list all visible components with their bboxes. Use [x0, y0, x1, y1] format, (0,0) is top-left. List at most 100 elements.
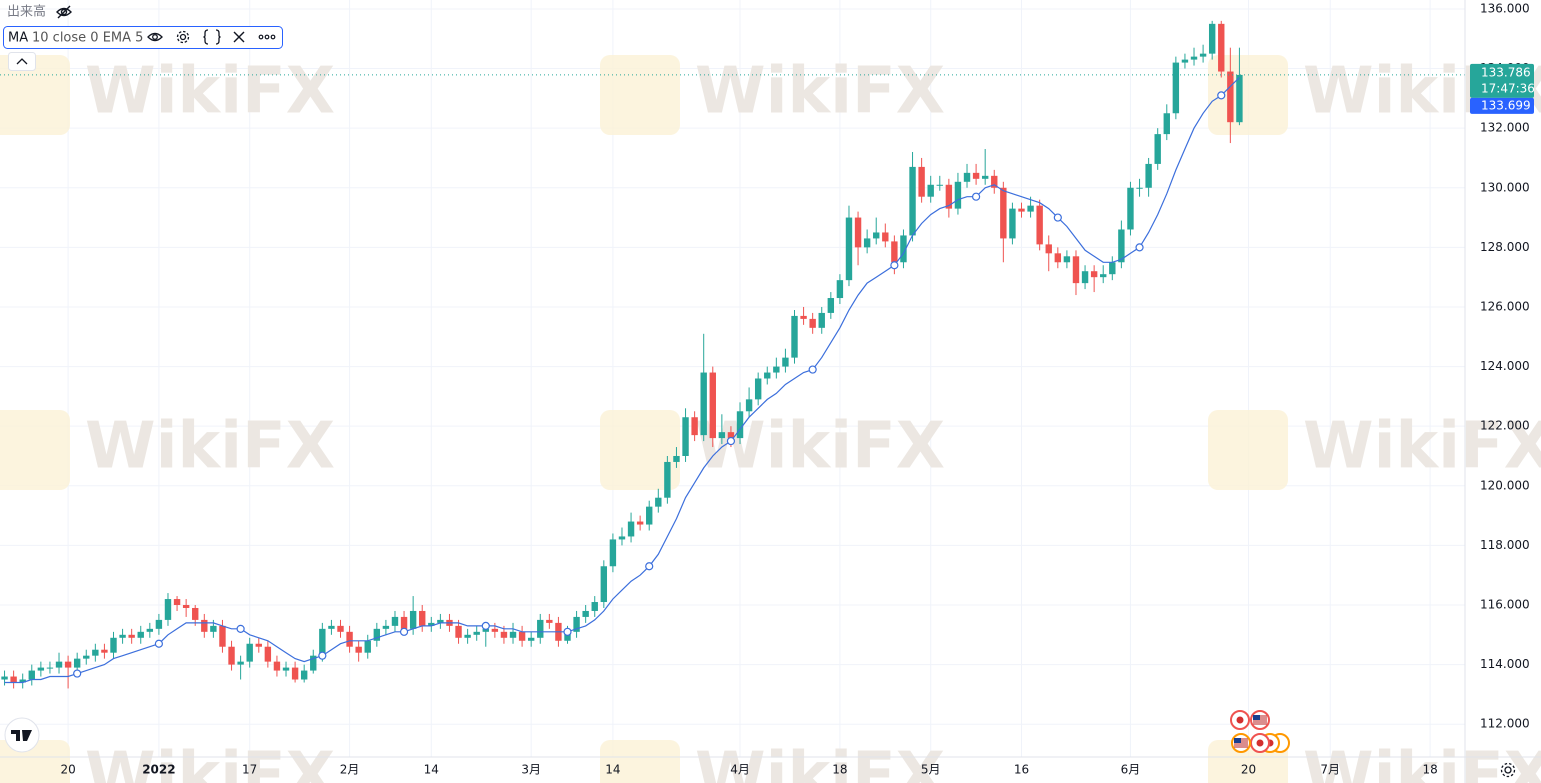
candle-body	[836, 280, 844, 299]
candle-body	[991, 175, 998, 188]
watermark: WikiFX	[85, 55, 335, 129]
candle-body	[745, 399, 753, 412]
candle-body	[419, 610, 426, 626]
ema-last-label: 133.699	[1481, 98, 1531, 112]
candle-body	[900, 235, 907, 263]
indicator-legend-box[interactable]	[3, 26, 283, 49]
axes: 112.000 114.000 116.000 118.000 120.000 122.0…	[60, 1, 1534, 776]
more-icon[interactable]	[258, 34, 276, 40]
candle-body	[891, 241, 898, 263]
candle-body	[291, 667, 299, 680]
candle-body	[1218, 23, 1225, 72]
candle-body	[1027, 205, 1034, 212]
candle-body	[873, 232, 880, 239]
ema-marker	[236, 624, 245, 633]
candle-body	[1190, 56, 1198, 60]
y-tick-label: 132.000	[1480, 121, 1530, 135]
candle-body	[455, 625, 462, 638]
candle-body	[673, 455, 680, 462]
candle-body	[282, 667, 290, 671]
candle-body	[83, 655, 90, 659]
ema-marker	[1053, 213, 1062, 222]
candle-body	[1118, 229, 1125, 263]
candle-body	[1009, 208, 1016, 239]
candle-body	[237, 661, 244, 665]
candle-body	[691, 417, 698, 436]
candle-body	[1072, 256, 1080, 284]
candle-body	[1208, 23, 1216, 54]
time-settings-icon[interactable]	[1500, 762, 1516, 778]
x-tick-label: 5月	[921, 763, 941, 777]
last-price-box	[1470, 63, 1534, 98]
ema-marker	[399, 627, 409, 636]
candle-body	[791, 315, 798, 358]
remove-icon[interactable]	[233, 31, 245, 43]
candle-body	[936, 184, 943, 186]
x-tick-label: 16	[1014, 763, 1029, 777]
candle-body	[273, 661, 281, 671]
candle-body	[700, 372, 707, 436]
candle-body	[627, 521, 635, 537]
candle-body	[1181, 59, 1189, 63]
candle-body	[1172, 62, 1180, 114]
eye-icon[interactable]	[147, 32, 163, 42]
ema-marker	[971, 192, 981, 201]
collapse-button[interactable]	[8, 52, 36, 71]
settings-icon[interactable]	[176, 30, 190, 44]
candle-body	[1227, 71, 1234, 123]
candle-body	[1199, 53, 1207, 57]
x-tick-label: 18	[832, 763, 847, 777]
hide-icon[interactable]	[56, 5, 72, 19]
ema-last-box	[1470, 97, 1534, 114]
candle-body	[137, 631, 144, 638]
candle-body	[1090, 271, 1098, 278]
ema-marker	[1135, 243, 1144, 252]
watermark-logo	[600, 410, 680, 490]
candle-body	[64, 661, 72, 668]
watermark: WikiFX	[1303, 740, 1541, 783]
x-tick-label: 14	[424, 763, 439, 777]
watermark-logo	[1208, 410, 1288, 490]
logo-badge[interactable]	[4, 717, 40, 753]
candle-body	[527, 637, 535, 641]
candle-body	[364, 640, 371, 653]
watermark-logo	[600, 55, 680, 135]
event-flags[interactable]	[1230, 710, 1290, 753]
x-tick-label: 2月	[340, 763, 360, 777]
x-tick-label: 3月	[521, 763, 541, 777]
collapse-icon	[16, 58, 28, 65]
x-tick-label: 4月	[730, 763, 750, 777]
watermark: WikiFX	[85, 740, 335, 783]
candle-body	[909, 166, 916, 236]
candle-body	[101, 649, 108, 653]
candle-body	[28, 670, 35, 680]
x-tick-label: 2022	[142, 763, 175, 777]
candle-body	[509, 631, 517, 638]
candle-body	[782, 357, 789, 367]
ema-marker	[808, 365, 817, 374]
candle-body	[809, 318, 816, 328]
y-tick-label: 114.000	[1480, 657, 1530, 671]
candle-body	[764, 372, 771, 379]
ema-marker	[645, 562, 654, 571]
candle-body	[128, 634, 135, 638]
candle-body	[319, 628, 326, 656]
candle-body	[255, 643, 262, 647]
candle-body	[1109, 262, 1116, 275]
candle-body	[845, 217, 853, 281]
y-tick-label: 124.000	[1480, 359, 1530, 373]
candle-body	[537, 619, 544, 638]
ema-marker	[890, 261, 899, 270]
candle-body	[437, 619, 444, 623]
candle-body	[228, 646, 235, 665]
candle-body	[1063, 256, 1071, 263]
candle-body	[573, 616, 580, 632]
ema-marker	[1217, 91, 1226, 100]
candle-body	[264, 646, 272, 662]
x-tick-label: 6月	[1121, 763, 1141, 777]
candle-body	[182, 605, 190, 608]
candle-body	[482, 628, 489, 632]
source-icon[interactable]	[203, 29, 221, 45]
candle-body	[10, 676, 17, 683]
